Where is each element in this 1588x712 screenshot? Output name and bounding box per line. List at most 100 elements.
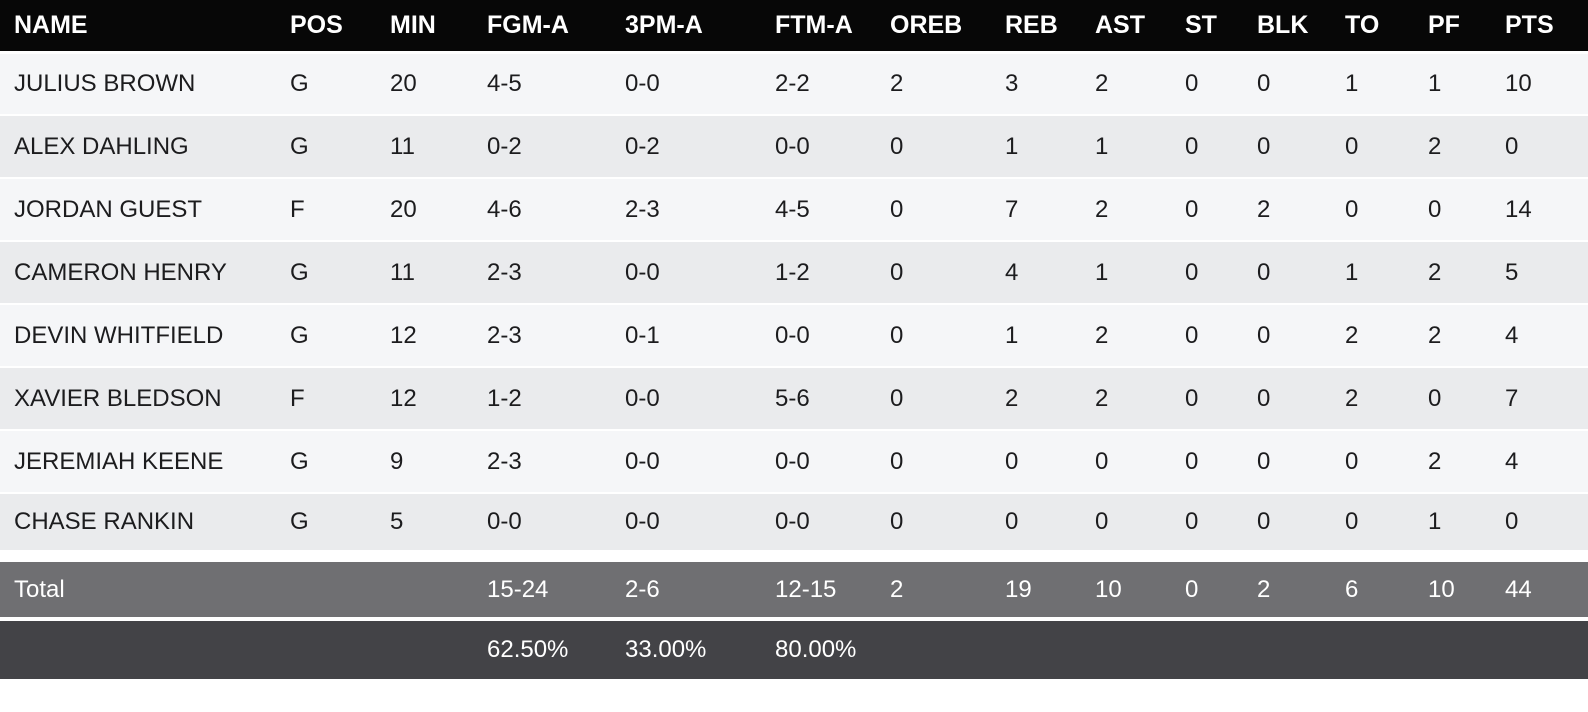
- stat-cell: 0: [1243, 367, 1331, 431]
- stat-cell: 2-3: [473, 304, 611, 368]
- player-name-cell: ALEX DAHLING: [0, 115, 276, 179]
- stat-cell: 44: [1491, 556, 1588, 621]
- stat-cell: 6: [1331, 556, 1414, 621]
- stat-cell: 0: [876, 178, 991, 242]
- stat-cell: [1414, 619, 1491, 679]
- stat-cell: 1: [991, 115, 1081, 179]
- stat-cell: 0-0: [761, 430, 876, 494]
- column-header-fgma: FGM-A: [473, 0, 611, 54]
- stat-cell: G: [276, 115, 376, 179]
- stat-cell: 10: [1491, 52, 1588, 116]
- stat-cell: 0: [876, 304, 991, 368]
- stat-cell: 12: [376, 304, 473, 368]
- player-name-cell: DEVIN WHITFIELD: [0, 304, 276, 368]
- stat-cell: 2: [1414, 241, 1491, 305]
- stat-cell: [1171, 619, 1243, 679]
- total-row: Total 15-24 2-6 12-15 2 19 10 0 2 6 10 4…: [0, 556, 1588, 621]
- ft-percentage: 80.00%: [775, 636, 857, 663]
- column-header-reb: REB: [991, 0, 1081, 54]
- stat-cell: 0-2: [473, 115, 611, 179]
- column-header-name: NAME: [0, 0, 276, 54]
- stat-cell: 2: [991, 367, 1081, 431]
- stat-cell: 12-15: [761, 556, 876, 621]
- stat-cell: 0: [1081, 493, 1171, 562]
- stat-cell: 2: [1243, 178, 1331, 242]
- stat-cell: 4-6: [473, 178, 611, 242]
- player-name-cell: JORDAN GUEST: [0, 178, 276, 242]
- stat-cell: 2: [876, 556, 991, 621]
- stat-cell: [276, 619, 376, 679]
- stat-cell: F: [276, 367, 376, 431]
- stat-cell: G: [276, 304, 376, 368]
- stat-cell: 2: [876, 52, 991, 116]
- stat-cell: 2-2: [761, 52, 876, 116]
- stat-cell: 0: [1491, 115, 1588, 179]
- stat-cell: 12: [376, 367, 473, 431]
- stat-cell: 2-3: [611, 178, 761, 242]
- stat-cell: 2-3: [473, 430, 611, 494]
- stat-cell: 0: [1414, 178, 1491, 242]
- stat-cell: [276, 556, 376, 621]
- stat-cell: G: [276, 493, 376, 562]
- stat-cell: 2: [1081, 304, 1171, 368]
- stat-cell: 2-3: [473, 241, 611, 305]
- stat-cell: 2: [1414, 115, 1491, 179]
- stat-cell: 0: [1171, 430, 1243, 494]
- percentages-row: 62.50% 33.00% 80.00%: [0, 619, 1588, 679]
- player-name-cell: CHASE RANKIN: [0, 493, 276, 562]
- stat-cell: [876, 619, 991, 679]
- stat-cell: 15-24: [473, 556, 611, 621]
- stat-cell: [1243, 619, 1331, 679]
- three-pt-percentage: 33.00%: [625, 636, 707, 663]
- stat-cell: 20: [376, 52, 473, 116]
- stat-cell: 7: [1491, 367, 1588, 431]
- stat-cell: 2: [1243, 556, 1331, 621]
- column-header-min: MIN: [376, 0, 473, 54]
- stat-cell: 10: [1414, 556, 1491, 621]
- stat-cell: 0: [1243, 493, 1331, 562]
- column-header-oreb: OREB: [876, 0, 991, 54]
- stat-cell: 1: [1414, 52, 1491, 116]
- stat-cell: 0: [1081, 430, 1171, 494]
- player-row: JORDAN GUEST F 20 4-6 2-3 4-5 0 7 2 0 2 …: [0, 178, 1588, 242]
- stat-cell: 0-1: [611, 304, 761, 368]
- stat-cell: 0: [1331, 493, 1414, 562]
- fg-percentage: 62.50%: [487, 636, 569, 663]
- player-row: XAVIER BLEDSON F 12 1-2 0-0 5-6 0 2 2 0 …: [0, 367, 1588, 431]
- stat-cell: 0: [876, 241, 991, 305]
- stat-cell: 0: [876, 367, 991, 431]
- stat-cell: 0: [876, 493, 991, 562]
- stat-cell: 1: [1331, 52, 1414, 116]
- stat-cell: 10: [1081, 556, 1171, 621]
- stat-cell: 2-6: [611, 556, 761, 621]
- column-header-to: TO: [1331, 0, 1414, 54]
- stat-cell: F: [276, 178, 376, 242]
- stat-cell: 14: [1491, 178, 1588, 242]
- stat-cell: G: [276, 52, 376, 116]
- stat-cell: 0-0: [761, 493, 876, 562]
- stat-cell: 0: [1491, 493, 1588, 562]
- player-row: CAMERON HENRY G 11 2-3 0-0 1-2 0 4 1 0 0…: [0, 241, 1588, 305]
- stat-cell: 4-5: [473, 52, 611, 116]
- stat-cell: G: [276, 241, 376, 305]
- column-header-st: ST: [1171, 0, 1243, 54]
- stat-cell: 1: [991, 304, 1081, 368]
- stat-cell: 1: [1081, 115, 1171, 179]
- stat-cell: 4: [991, 241, 1081, 305]
- column-header-pts: PTS: [1491, 0, 1588, 54]
- stat-cell: 4: [1491, 430, 1588, 494]
- player-name-cell: XAVIER BLEDSON: [0, 367, 276, 431]
- stat-cell: 0-2: [611, 115, 761, 179]
- stat-cell: 0-0: [611, 430, 761, 494]
- stat-cell: 0: [1243, 304, 1331, 368]
- stat-cell: 0: [1171, 556, 1243, 621]
- stat-cell: 1: [1414, 493, 1491, 562]
- column-header-pos: POS: [276, 0, 376, 54]
- stat-cell: [376, 556, 473, 621]
- stat-cell: 0-0: [611, 241, 761, 305]
- column-header-3pma: 3PM-A: [611, 0, 761, 54]
- stat-cell: 0-0: [761, 304, 876, 368]
- stat-cell: [376, 619, 473, 679]
- stat-cell: 0: [876, 115, 991, 179]
- stat-cell: 4: [1491, 304, 1588, 368]
